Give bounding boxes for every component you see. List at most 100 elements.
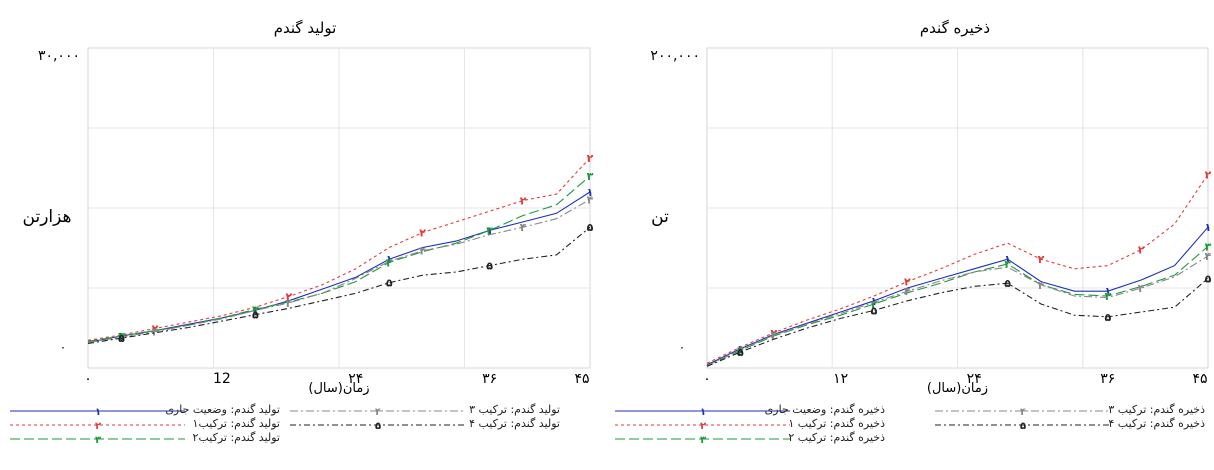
legend-item: ۱ تولید گندم: وضعیت جاری — [10, 403, 280, 417]
legend-item: ۳ تولید گندم: ترکیب۲ — [10, 431, 280, 445]
series-line-5 — [87, 226, 591, 345]
legend-swatch-marker: ۴ — [375, 407, 381, 416]
legend-label: تولید گندم: ترکیب۲ — [192, 431, 280, 444]
series-line-4 — [706, 255, 1209, 367]
legend-swatch-marker: ۳ — [95, 435, 101, 444]
series-line-2 — [706, 174, 1209, 364]
x-tick-label: ۳۶ — [1100, 371, 1115, 387]
legend-swatch: ۲ — [615, 421, 790, 430]
series-marker-1: ۱ — [1205, 221, 1212, 234]
series-marker-5: ۵ — [871, 304, 878, 317]
series-marker-2: ۲ — [587, 152, 594, 165]
legend-label: ذخیره گندم: ترکیب ۳ — [1108, 403, 1205, 416]
series-marker-4: ۴ — [419, 245, 426, 258]
series-marker-3: ۳ — [587, 170, 594, 183]
series-marker-4: ۴ — [770, 329, 777, 342]
legend-label: تولید گندم: وضعیت جاری — [165, 403, 280, 416]
series-marker-3: ۳ — [1004, 258, 1011, 271]
series-marker-4: ۴ — [1205, 250, 1212, 263]
x-tick-label: 12 — [213, 371, 231, 387]
series-line-3 — [706, 245, 1209, 367]
y-tick-label: ۲۰۰,۰۰۰ — [650, 48, 700, 64]
legend-right-col1: ۱ ذخیره گندم: وضعیت جاری ۲ ذخیره گندم: ت… — [615, 403, 885, 445]
legend-swatch-marker: ۲ — [95, 421, 101, 430]
legend-item: ۵ ذخیره گندم: ترکیب ۴ — [935, 417, 1205, 431]
series-marker-2: ۲ — [1138, 244, 1145, 257]
series-line-5 — [706, 277, 1209, 367]
series-marker-3: ۳ — [118, 330, 125, 343]
legend-left-col2: ۴ تولید گندم: ترکیب ۳ ۵ تولید گندم: ترکی… — [290, 403, 560, 431]
chart-title: تولید گندم — [274, 19, 337, 37]
legend-item: ۴ ذخیره گندم: ترکیب ۳ — [935, 403, 1205, 417]
series-marker-1: ۱ — [386, 253, 393, 266]
series-marker-2: ۲ — [520, 195, 527, 208]
x-tick-label: ۱۲ — [833, 371, 848, 387]
series-marker-3: ۳ — [252, 303, 259, 316]
chart-title: ذخیره گندم — [920, 19, 990, 37]
x-tick-label: ۲۴ — [967, 371, 982, 387]
x-axis-label: زمان(سال) — [308, 381, 369, 396]
series-marker-1: ۱ — [587, 186, 594, 199]
legend-item: ۱ ذخیره گندم: وضعیت جاری — [615, 403, 885, 417]
legend-swatch-marker: ۲ — [700, 421, 706, 430]
x-tick-label: ۰ — [84, 371, 92, 387]
legend-item: ۲ تولید گندم: ترکیب۱ — [10, 417, 280, 431]
legend-label: تولید گندم: ترکیب ۳ — [469, 403, 560, 416]
series-marker-5: ۵ — [1004, 277, 1011, 290]
series-line-4 — [87, 199, 591, 343]
legend-swatch-marker: ۱ — [95, 407, 101, 416]
legend-swatch: ۳ — [615, 435, 790, 444]
series-marker-4: ۴ — [1138, 282, 1145, 295]
legend-left-col1: ۱ تولید گندم: وضعیت جاری ۲ تولید گندم: ت… — [10, 403, 280, 445]
y-tick-label: ۳۰,۰۰۰ — [38, 48, 80, 64]
series-marker-1: ۱ — [871, 295, 878, 308]
x-tick-label: ۲۴ — [348, 371, 363, 387]
series-marker-2: ۲ — [285, 291, 292, 304]
legend-swatch-marker: ۱ — [700, 407, 706, 416]
series-marker-5: ۵ — [587, 221, 594, 234]
series-marker-5: ۵ — [486, 260, 493, 273]
series-marker-2: ۲ — [419, 227, 426, 240]
series-marker-2: ۲ — [770, 327, 777, 340]
series-marker-3: ۳ — [737, 344, 744, 357]
series-marker-2: ۲ — [152, 323, 159, 336]
legend-swatch: ۳ — [10, 435, 185, 444]
legend-swatch: ۴ — [935, 407, 1110, 416]
legend-swatch-marker: ۳ — [700, 435, 706, 444]
legend-item: ۵ تولید گندم: ترکیب ۴ — [290, 417, 560, 431]
series-marker-2: ۲ — [1038, 253, 1045, 266]
series-line-1 — [706, 226, 1209, 366]
series-marker-3: ۳ — [486, 224, 493, 237]
legend-swatch-marker: ۵ — [375, 421, 381, 430]
legend-swatch-marker: ۴ — [1020, 407, 1026, 416]
series-marker-2: ۲ — [1205, 168, 1212, 181]
legend-swatch: ۴ — [290, 407, 465, 416]
series-marker-3: ۳ — [386, 256, 393, 269]
series-marker-4: ۴ — [285, 297, 292, 310]
series-marker-5: ۵ — [1104, 311, 1111, 324]
series-line-2 — [87, 157, 591, 341]
series-marker-4: ۴ — [152, 326, 159, 339]
y-axis-label: تن — [651, 207, 669, 227]
x-tick-label: ۴۵ — [574, 371, 589, 387]
legend-label: ذخیره گندم: ترکیب ۴ — [1108, 417, 1205, 430]
legend-right-col2: ۴ ذخیره گندم: ترکیب ۳ ۵ ذخیره گندم: ترکی… — [935, 403, 1205, 431]
legend-label: تولید گندم: ترکیب ۴ — [469, 417, 560, 430]
series-marker-2: ۲ — [904, 276, 911, 289]
legend-item: ۳ ذخیره گندم: ترکیب ۲ — [615, 431, 885, 445]
series-marker-4: ۴ — [520, 221, 527, 234]
x-tick-label: ۳۶ — [482, 371, 497, 387]
legend-label: تولید گندم: ترکیب۱ — [192, 417, 280, 430]
series-marker-3: ۳ — [871, 298, 878, 311]
x-tick-label: ۴۵ — [1192, 371, 1207, 387]
y-tick-label: ۰ — [60, 340, 66, 354]
series-marker-5: ۵ — [252, 309, 259, 322]
legend-label: ذخیره گندم: ترکیب ۲ — [788, 431, 885, 444]
legend-item: ۴ تولید گندم: ترکیب ۳ — [290, 403, 560, 417]
series-marker-5: ۵ — [737, 346, 744, 359]
series-marker-5: ۵ — [118, 332, 125, 345]
